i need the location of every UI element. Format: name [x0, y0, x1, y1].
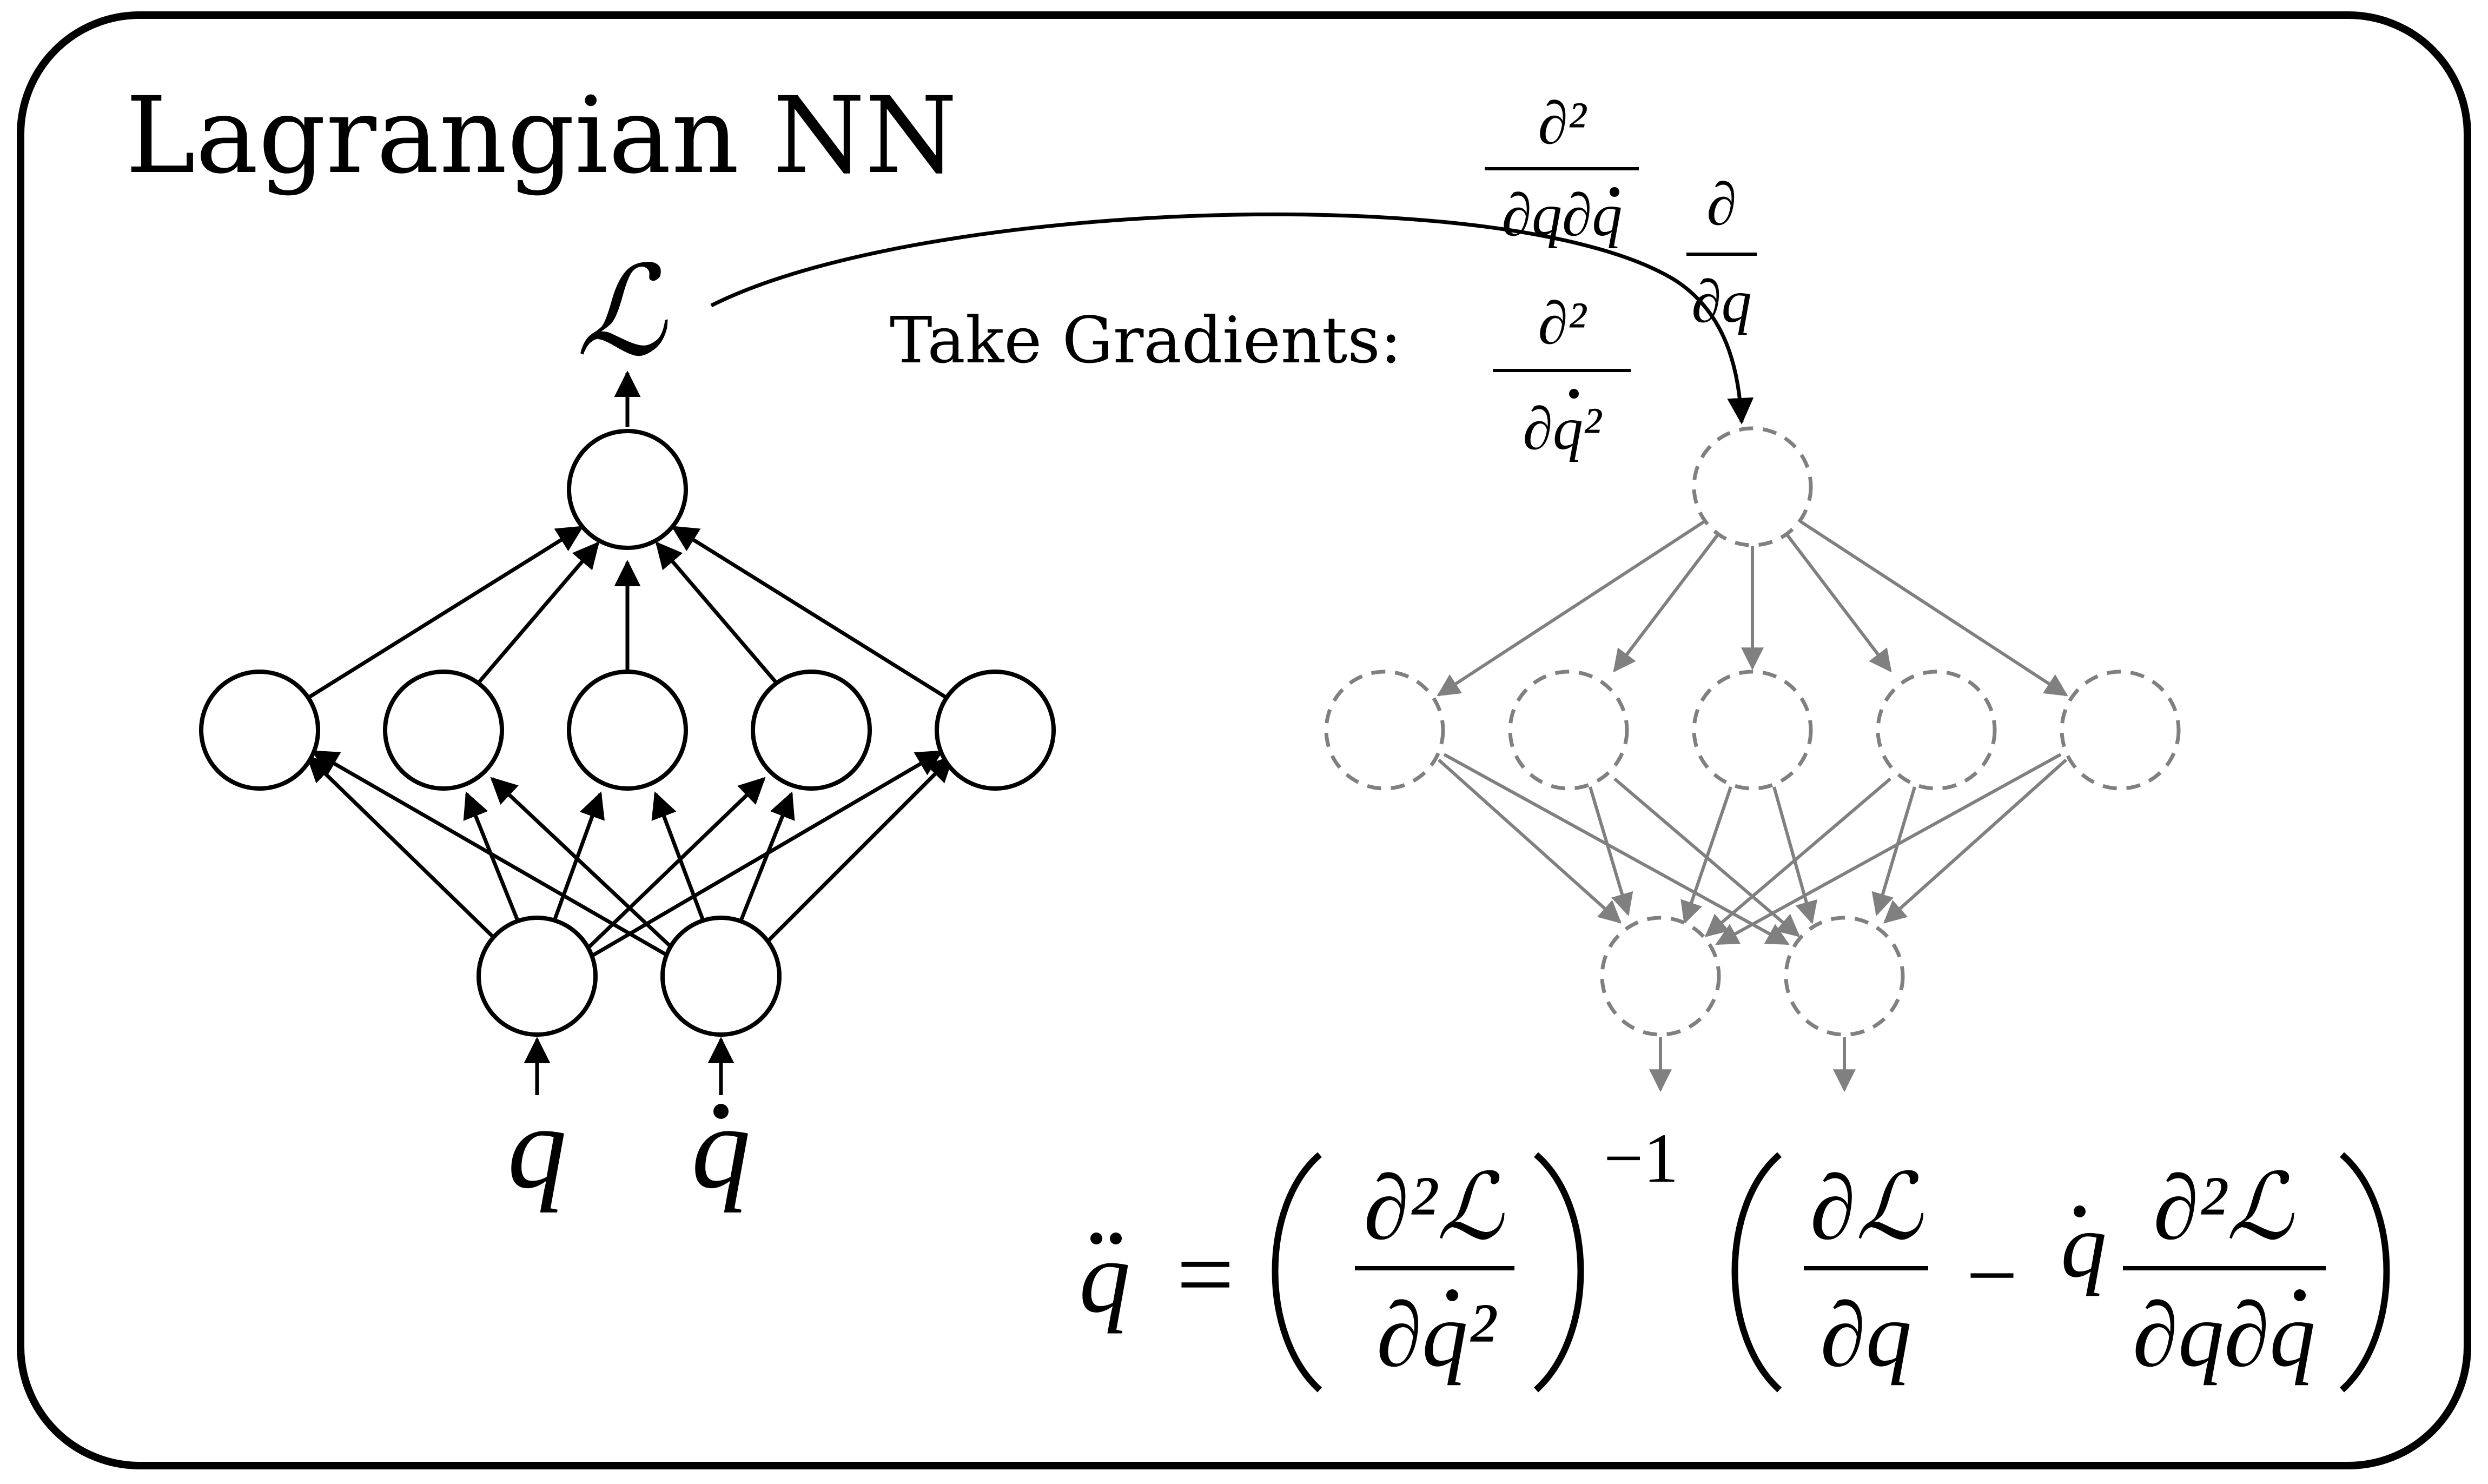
forward-network [306, 370, 954, 1095]
edge-q-h2 [463, 791, 520, 922]
edge-qd-h1 [311, 750, 672, 959]
bw-node-hidden-2 [1508, 670, 1629, 791]
eq-qdot-dot [2074, 1205, 2086, 1217]
bw-edge-h2-b1 [1589, 786, 1633, 917]
bw-node-bottom-2 [1784, 916, 1905, 1037]
bw-node-hidden-3 [1692, 670, 1813, 791]
eq-paren-open-1 [1272, 1152, 1322, 1393]
op3-numerator: ∂² [1538, 290, 1587, 357]
bw-edge-h3-b2 [1772, 786, 1818, 925]
operator-d2-dqdot2: ∂² ∂q² [1493, 290, 1631, 462]
op1-dot [1610, 187, 1619, 197]
node-input-q [477, 916, 598, 1037]
eq-term3-dot [2294, 1289, 2306, 1301]
edge-h5-out [671, 526, 948, 699]
op3-denominator: ∂q² [1523, 395, 1603, 462]
node-hidden-2 [383, 670, 504, 791]
edge-h4-out [655, 541, 778, 684]
bw-edge-h4-b2 [1871, 786, 1916, 917]
op1-numerator: ∂² [1538, 90, 1587, 157]
bw-node-hidden-5 [2060, 670, 2181, 791]
eq-minus: − [1966, 1224, 2018, 1326]
title: Lagrangian NN [125, 74, 957, 197]
eq-term3-numerator: ∂²ℒ [2153, 1157, 2294, 1258]
eq-term1-dot [1446, 1289, 1458, 1301]
bw-node-top [1692, 426, 1813, 547]
edge-qd-h2 [490, 777, 675, 951]
op3-dot [1569, 389, 1579, 399]
bw-node-hidden-4 [1876, 670, 1997, 791]
lagrangian-symbol: ℒ [576, 243, 668, 381]
bw-node-hidden-1 [1324, 670, 1445, 791]
input-label-q: q [507, 1081, 567, 1213]
edge-h1-out [307, 526, 584, 699]
bw-edge-top-h1 [1437, 520, 1705, 697]
gradient-arrow [710, 212, 1754, 425]
gradient-label: Take Gradients: [890, 303, 1402, 377]
bw-edge-h4-b1 [1704, 777, 1891, 937]
eq-term3-denominator: ∂q∂q [2133, 1284, 2315, 1386]
edge-h2-out [477, 541, 600, 684]
node-output [567, 429, 688, 550]
edge-qd-h4 [739, 791, 795, 922]
forward-nodes [199, 429, 1056, 1037]
node-hidden-3 [567, 670, 688, 791]
bw-edge-h1-b2 [1443, 753, 1790, 945]
eq-paren-close-2 [2339, 1152, 2390, 1393]
qdot-dot [713, 1104, 729, 1119]
eq-lhs-dot-2 [1110, 1233, 1122, 1244]
eq-term2-numerator: ∂ℒ [1810, 1157, 1924, 1258]
op1-denominator: ∂q∂q [1502, 182, 1623, 249]
eq-lhs-dot-1 [1090, 1233, 1102, 1244]
edge-q-h1 [306, 755, 507, 951]
op2-numerator: ∂ [1706, 171, 1736, 238]
equation: q = ∂²ℒ ∂q² −1 ∂ℒ ∂q − q ∂²ℒ ∂q∂q [1079, 1119, 2390, 1393]
backward-network [1437, 520, 2068, 1092]
node-hidden-1 [199, 670, 320, 791]
eq-term1-denominator: ∂q² [1377, 1284, 1497, 1386]
bw-edge-top-h2 [1613, 534, 1719, 673]
operator-d2-dq-dqdot: ∂² ∂q∂q [1485, 90, 1639, 249]
op2-denominator: ∂q [1691, 268, 1751, 335]
bw-edge-top-h5 [1800, 520, 2068, 697]
node-hidden-5 [935, 670, 1056, 791]
bw-edge-h1-b1 [1437, 758, 1622, 924]
eq-exponent: −1 [1604, 1119, 1678, 1197]
bw-edge-h5-b1 [1715, 753, 2062, 945]
node-hidden-4 [751, 670, 872, 791]
bw-edge-h5-b2 [1883, 758, 2068, 924]
eq-term2-denominator: ∂q [1820, 1284, 1911, 1386]
outer-frame [17, 11, 2471, 1469]
edge-qd-h5 [758, 755, 954, 951]
backward-nodes [1324, 426, 2181, 1037]
eq-paren-open-2 [1731, 1152, 1782, 1393]
bw-edge-h3-b1 [1680, 786, 1732, 924]
bw-edge-top-h4 [1786, 534, 1892, 673]
node-input-qdot [660, 916, 782, 1037]
bw-node-bottom-1 [1600, 916, 1721, 1037]
edge-qd-h3 [651, 791, 705, 922]
input-label-qdot: q [691, 1081, 751, 1213]
eq-term1-numerator: ∂²ℒ [1364, 1157, 1505, 1258]
eq-paren-close-1 [1533, 1152, 1584, 1393]
operator-d-dq: ∂ ∂q [1686, 171, 1757, 335]
edge-q-h4 [585, 777, 766, 951]
eq-equals: = [1176, 1218, 1234, 1331]
eq-lhs: q [1079, 1221, 1130, 1334]
